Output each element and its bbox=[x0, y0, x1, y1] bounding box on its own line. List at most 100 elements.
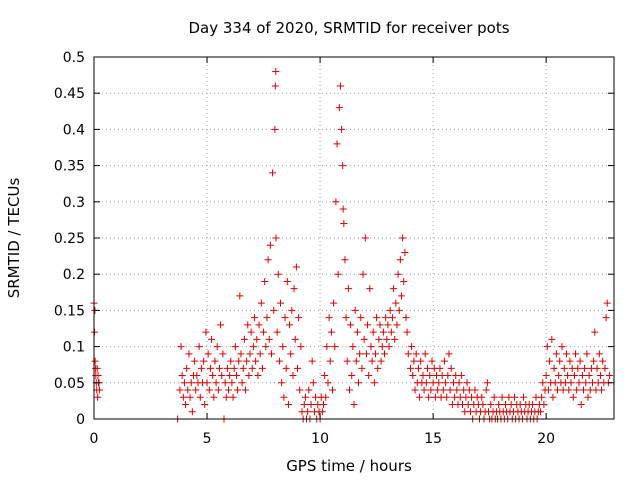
data-point bbox=[560, 364, 568, 372]
data-point bbox=[409, 372, 417, 380]
data-point bbox=[369, 328, 377, 336]
data-point bbox=[226, 372, 234, 380]
data-point bbox=[318, 408, 326, 416]
data-point bbox=[182, 401, 190, 409]
data-point bbox=[544, 386, 552, 394]
data-point bbox=[280, 393, 288, 401]
data-point bbox=[210, 393, 218, 401]
data-point bbox=[338, 125, 346, 133]
data-point bbox=[543, 343, 551, 351]
data-point bbox=[602, 314, 610, 322]
data-point bbox=[384, 321, 392, 329]
data-point bbox=[439, 386, 447, 394]
data-point bbox=[281, 314, 289, 322]
data-point bbox=[308, 357, 316, 365]
data-point bbox=[563, 350, 571, 358]
data-point bbox=[366, 285, 374, 293]
data-point bbox=[573, 386, 581, 394]
y-tick-label: 0 bbox=[76, 412, 85, 428]
data-point bbox=[550, 364, 558, 372]
data-point bbox=[548, 335, 556, 343]
data-point bbox=[271, 82, 279, 90]
data-point bbox=[252, 357, 260, 365]
data-point bbox=[421, 350, 429, 358]
data-point bbox=[215, 364, 223, 372]
x-tick-label: 5 bbox=[203, 431, 212, 447]
data-points bbox=[90, 67, 613, 423]
data-point bbox=[495, 401, 503, 409]
data-point bbox=[558, 343, 566, 351]
data-point bbox=[444, 372, 452, 380]
data-point bbox=[564, 372, 572, 380]
data-point bbox=[236, 292, 244, 300]
data-point bbox=[297, 343, 305, 351]
data-point bbox=[572, 350, 580, 358]
data-point bbox=[375, 335, 383, 343]
data-point bbox=[277, 299, 285, 307]
data-point bbox=[205, 386, 213, 394]
data-point bbox=[411, 386, 419, 394]
data-point bbox=[455, 379, 463, 387]
data-point bbox=[246, 350, 254, 358]
data-point bbox=[393, 321, 401, 329]
data-point bbox=[347, 321, 355, 329]
data-point bbox=[566, 357, 574, 365]
x-tick-label: 15 bbox=[424, 431, 442, 447]
data-point bbox=[272, 234, 280, 242]
data-point bbox=[188, 408, 196, 416]
data-point bbox=[239, 364, 247, 372]
data-point bbox=[595, 350, 603, 358]
data-point bbox=[326, 357, 334, 365]
data-point bbox=[601, 364, 609, 372]
data-point bbox=[538, 393, 546, 401]
data-point bbox=[446, 386, 454, 394]
data-point bbox=[357, 314, 365, 322]
data-point bbox=[95, 386, 103, 394]
data-point bbox=[425, 393, 433, 401]
data-point bbox=[227, 357, 235, 365]
y-tick-label: 0.1 bbox=[63, 340, 85, 356]
data-point bbox=[193, 372, 201, 380]
data-point bbox=[275, 357, 283, 365]
data-point bbox=[542, 372, 550, 380]
data-point bbox=[329, 386, 337, 394]
data-point bbox=[376, 321, 384, 329]
data-point bbox=[279, 343, 287, 351]
y-tick-label: 0.25 bbox=[54, 231, 85, 247]
data-point bbox=[479, 401, 487, 409]
data-point bbox=[442, 379, 450, 387]
data-point bbox=[498, 393, 506, 401]
data-point bbox=[321, 372, 329, 380]
data-point bbox=[362, 350, 370, 358]
data-point bbox=[565, 386, 573, 394]
data-point bbox=[605, 372, 613, 380]
data-point bbox=[374, 364, 382, 372]
data-point bbox=[367, 343, 375, 351]
data-point bbox=[457, 372, 465, 380]
data-point bbox=[359, 270, 367, 278]
data-point bbox=[392, 299, 400, 307]
data-point bbox=[219, 350, 227, 358]
data-point bbox=[287, 350, 295, 358]
data-point bbox=[244, 321, 252, 329]
data-point bbox=[422, 379, 430, 387]
data-point bbox=[235, 357, 243, 365]
data-point bbox=[177, 343, 185, 351]
data-point bbox=[284, 401, 292, 409]
data-point bbox=[401, 248, 409, 256]
data-point bbox=[603, 299, 611, 307]
data-point bbox=[578, 372, 586, 380]
data-point bbox=[399, 234, 407, 242]
data-point bbox=[403, 328, 411, 336]
data-point bbox=[490, 393, 498, 401]
data-point bbox=[576, 357, 584, 365]
y-tick-label: 0.05 bbox=[54, 376, 85, 392]
x-tick-label: 10 bbox=[311, 431, 329, 447]
data-point bbox=[221, 379, 229, 387]
data-point bbox=[540, 401, 548, 409]
data-point bbox=[278, 379, 286, 387]
data-point bbox=[91, 357, 99, 365]
data-point bbox=[197, 364, 205, 372]
data-point bbox=[379, 328, 387, 336]
